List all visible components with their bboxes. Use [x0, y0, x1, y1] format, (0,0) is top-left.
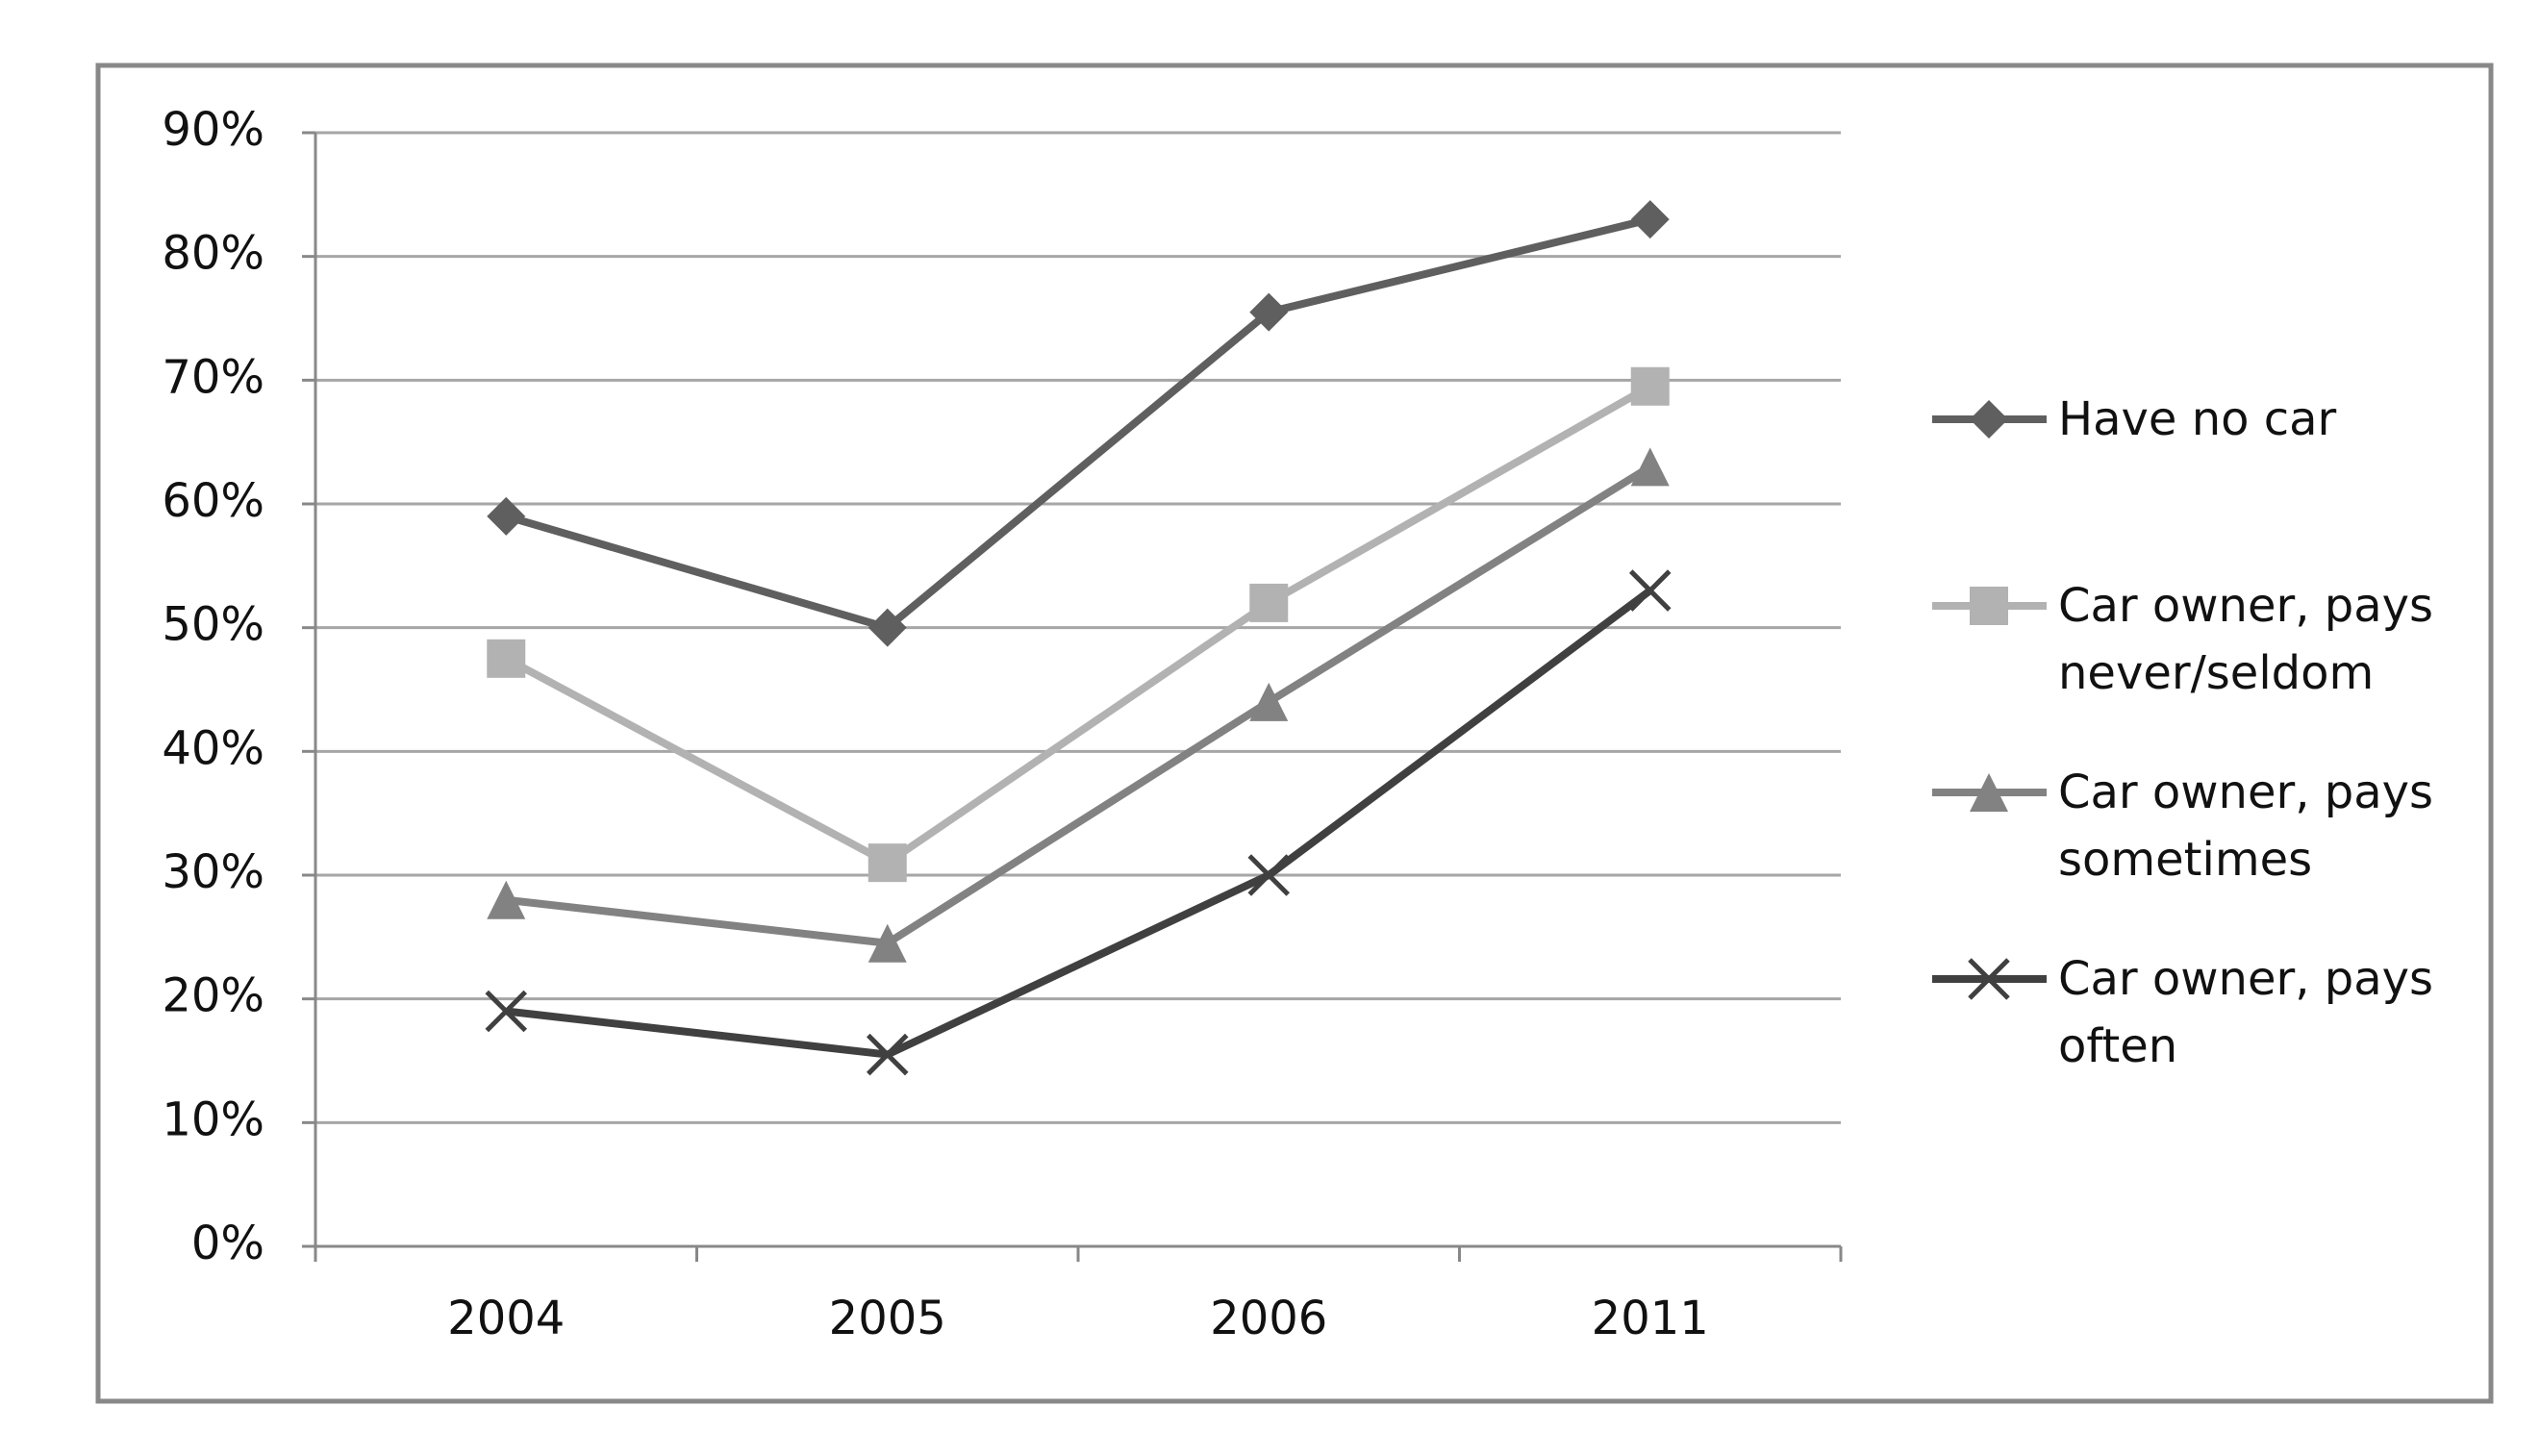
legend-label: Have no car: [2058, 392, 2337, 446]
marker: [1247, 854, 1291, 896]
y-tick-label: 50%: [162, 598, 264, 652]
series-line: [505, 463, 1652, 947]
legend-label: Car owner, pays sometimes: [2058, 766, 2434, 887]
marker: [1628, 569, 1672, 612]
series-line: [504, 383, 1652, 867]
marker: [1249, 292, 1289, 332]
y-tick-label: 60%: [162, 474, 264, 528]
marker: [1249, 583, 1289, 622]
y-tick-label: 70%: [162, 350, 264, 404]
marker: [1630, 447, 1670, 487]
x-tick-label: 2011: [1592, 1292, 1709, 1345]
legend-marker: [1970, 587, 2008, 625]
series-line: [505, 215, 1651, 632]
y-tick-label: 80%: [162, 227, 264, 281]
y-tick-label: 10%: [162, 1092, 264, 1146]
marker: [487, 880, 526, 919]
y-tick-label: 0%: [191, 1217, 264, 1270]
marker: [1630, 200, 1670, 239]
x-tick-label: 2005: [829, 1292, 946, 1345]
chart-frame: [95, 63, 2494, 1404]
legend-marker: [1968, 958, 2010, 1000]
marker: [1249, 682, 1289, 721]
marker: [485, 990, 528, 1033]
legend-label: Car owner, pays often: [2058, 952, 2434, 1073]
legend-label: Car owner, pays never/seldom: [2058, 579, 2434, 700]
marker: [868, 608, 907, 647]
marker: [487, 496, 526, 536]
y-tick-label: 30%: [162, 845, 264, 899]
y-tick-label: 90%: [162, 103, 264, 157]
x-tick-label: 2006: [1210, 1292, 1327, 1345]
legend-marker: [1970, 400, 2008, 439]
marker: [1630, 366, 1670, 406]
x-tick-label: 2004: [447, 1292, 565, 1345]
series-line: [505, 587, 1653, 1059]
marker: [868, 923, 907, 963]
y-tick-label: 20%: [162, 969, 264, 1023]
marker: [487, 639, 526, 678]
y-tick-label: 40%: [162, 721, 264, 775]
marker: [868, 843, 907, 883]
legend-marker: [1970, 773, 2008, 812]
marker: [866, 1033, 909, 1076]
